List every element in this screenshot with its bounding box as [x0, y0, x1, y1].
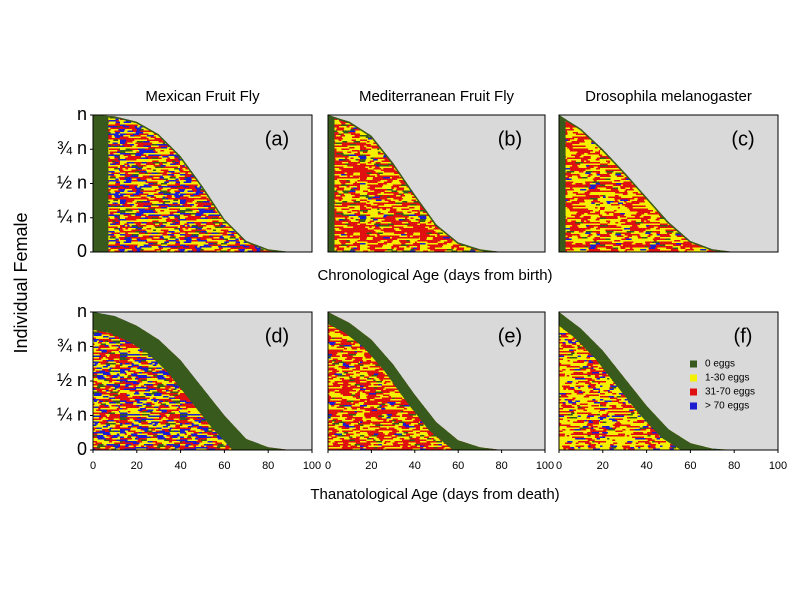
x-tick-label: 100: [303, 460, 321, 472]
panel-label: (f): [734, 325, 753, 347]
legend-label: 0 eggs: [705, 359, 735, 370]
panel-label: (c): [731, 128, 754, 150]
x-tick-label: 40: [640, 460, 652, 472]
panel-frame: [558, 311, 779, 451]
x-tick-label: 80: [262, 460, 274, 472]
x-tick-label: 60: [684, 460, 696, 472]
y-tick-label: 0: [77, 241, 87, 261]
top-x-axis-label: Chronological Age (days from birth): [317, 267, 552, 284]
survival-area: [93, 115, 291, 252]
y-axis-label: Individual Female: [11, 212, 31, 353]
legend-label: > 70 eggs: [705, 401, 749, 412]
zero-egg-band: [93, 312, 291, 450]
y-tick-label: n: [77, 104, 87, 124]
y-tick-label: ½ n: [57, 172, 87, 192]
legend-swatch: [690, 402, 697, 410]
legend-label: 31-70 eggs: [705, 387, 755, 398]
x-tick-label: 0: [325, 460, 331, 472]
zero-egg-band: [559, 115, 566, 252]
panel-label: (d): [265, 325, 289, 347]
zero-egg-edge: [559, 115, 735, 252]
survival-area: [328, 115, 502, 252]
y-tick-label: ¾ n: [57, 335, 87, 355]
survival-area: [559, 115, 735, 252]
y-tick-label: ¼ n: [57, 404, 87, 424]
legend-label: 1-30 eggs: [705, 373, 749, 384]
panel-frame: [558, 114, 779, 253]
y-tick-label: ¼ n: [57, 207, 87, 227]
x-tick-label: 80: [728, 460, 740, 472]
zero-egg-band: [328, 115, 335, 252]
zero-egg-band: [93, 115, 109, 252]
y-tick-label: ½ n: [57, 370, 87, 390]
panel-label: (e): [498, 325, 522, 347]
legend-swatch: [690, 360, 697, 368]
panel-frame: [327, 311, 546, 451]
panel-title: Mexican Fruit Fly: [145, 88, 260, 105]
x-tick-label: 20: [365, 460, 377, 472]
x-tick-label: 60: [218, 460, 230, 472]
panel-label: (a): [265, 128, 289, 150]
x-tick-label: 0: [90, 460, 96, 472]
panel-title: Drosophila melanogaster: [585, 88, 752, 105]
x-tick-label: 100: [769, 460, 787, 472]
panel-title: Mediterranean Fruit Fly: [359, 88, 515, 105]
y-tick-label: n: [77, 301, 87, 321]
x-tick-label: 60: [452, 460, 464, 472]
x-tick-label: 100: [536, 460, 554, 472]
legend-swatch: [690, 374, 697, 382]
panel-frame: [327, 114, 546, 253]
y-tick-label: 0: [77, 439, 87, 459]
panel-label: (b): [498, 128, 522, 150]
x-tick-label: 20: [131, 460, 143, 472]
x-tick-label: 20: [597, 460, 609, 472]
legend-swatch: [690, 388, 697, 396]
y-tick-label: ¾ n: [57, 138, 87, 158]
survival-area: [559, 312, 735, 450]
x-tick-label: 80: [495, 460, 507, 472]
x-tick-label: 0: [556, 460, 562, 472]
x-tick-label: 40: [174, 460, 186, 472]
x-tick-label: 40: [409, 460, 421, 472]
bottom-x-axis-label: Thanatological Age (days from death): [310, 486, 559, 503]
zero-egg-edge: [328, 115, 502, 252]
